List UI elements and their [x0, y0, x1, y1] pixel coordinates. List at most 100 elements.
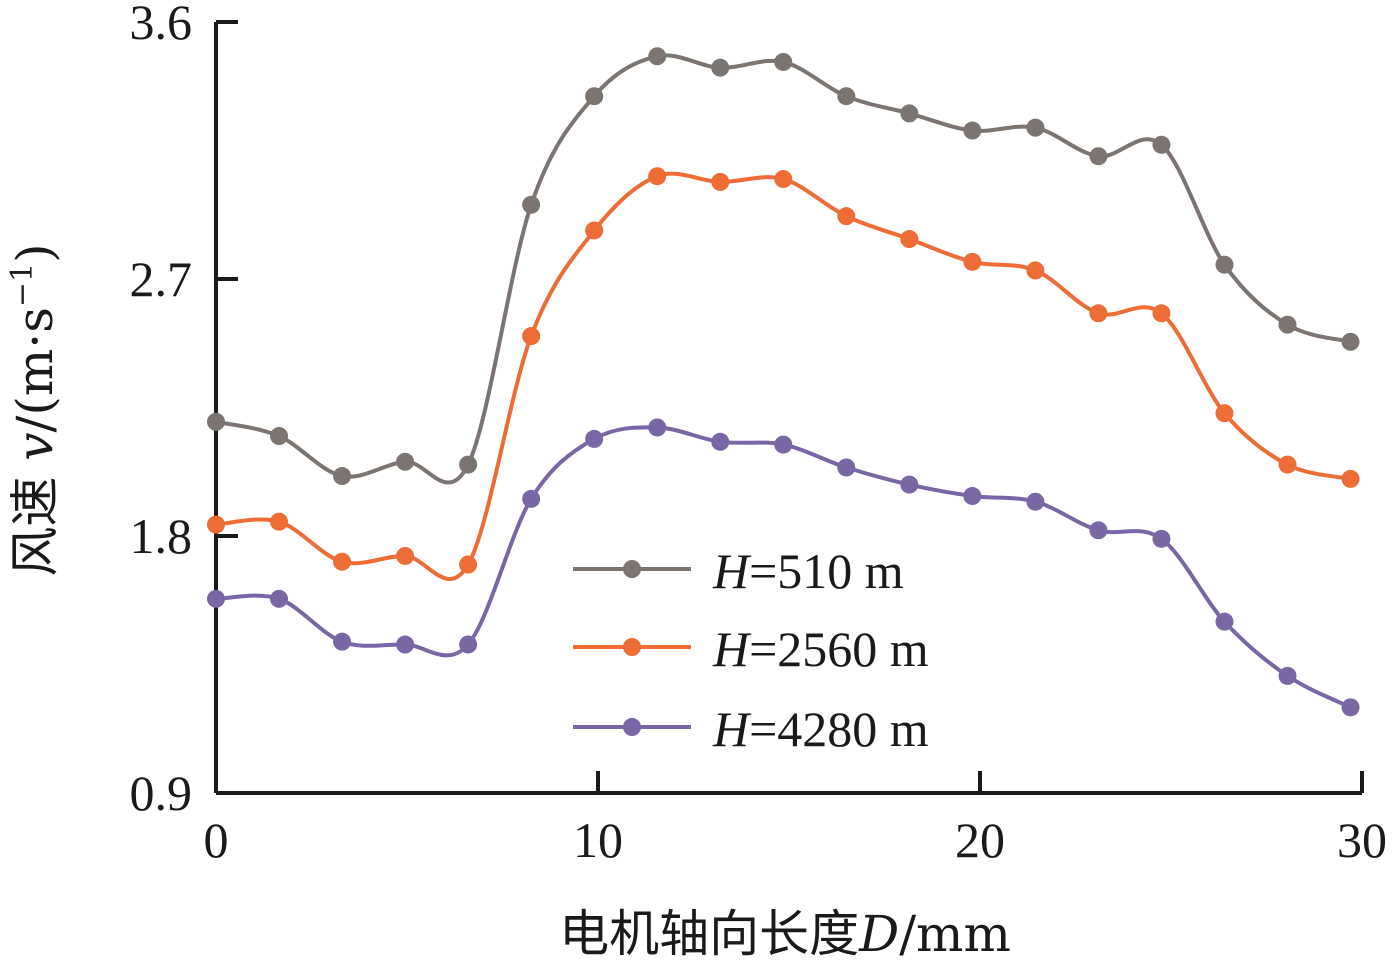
series-0-point-0: [207, 412, 225, 431]
series-1: [207, 167, 1360, 581]
legend-marker-1: [623, 638, 641, 656]
series-2-point-17: [1278, 666, 1297, 685]
series-1-point-7: [648, 167, 667, 186]
series-0-point-4: [459, 455, 478, 474]
series-0-point-14: [1089, 147, 1108, 166]
y-axis-title-var: v: [6, 432, 64, 460]
x-axis-title-var: D: [858, 905, 899, 963]
series-1-point-13: [1026, 261, 1045, 280]
legend-entry-2: H=4280 m: [573, 701, 929, 757]
series-2-point-1: [270, 589, 289, 608]
x-axis-title-unit: /mm: [899, 905, 1011, 963]
y-axis-title: 风速 v/(m·s−1): [5, 243, 64, 576]
x-axis-title: 电机轴向长度D/mm: [559, 905, 1011, 963]
y-ticks: 0.9 1.8 2.7 3.6: [130, 0, 238, 821]
series-line-0: [215, 53, 1352, 485]
legend-var-0: H: [712, 543, 752, 599]
series-2-point-6: [585, 429, 604, 448]
series-1-point-15: [1152, 304, 1171, 323]
series-1-point-11: [900, 230, 919, 249]
series-0-point-2: [333, 467, 352, 486]
series-2-point-3: [396, 635, 415, 654]
y-axis-title-unit: /(m·s: [6, 307, 64, 432]
series-1-point-12: [963, 252, 982, 271]
series-0-point-13: [1026, 118, 1045, 137]
x-axis-title-prefix: 电机轴向长度: [559, 905, 859, 963]
y-tick-label-3: 3.6: [130, 0, 193, 50]
x-ticks: 0 10 20 30: [204, 771, 1387, 868]
series-0-point-11: [900, 104, 919, 123]
series-0-point-3: [396, 452, 415, 471]
series-1-point-2: [333, 552, 352, 571]
legend-value-1: =2560 m: [749, 621, 929, 677]
series-1-point-0: [207, 515, 225, 534]
x-tick-label-1: 10: [573, 812, 623, 868]
series-2-point-13: [1026, 492, 1045, 511]
y-tick-label-0: 0.9: [130, 765, 193, 821]
series-0-point-9: [774, 52, 793, 71]
series-0-point-6: [585, 87, 604, 106]
series-2-point-14: [1089, 521, 1108, 540]
y-axis-title-prefix: 风速: [6, 461, 64, 577]
series-1-point-14: [1089, 304, 1108, 323]
series-0-point-7: [648, 47, 667, 66]
series-0-point-15: [1152, 135, 1171, 154]
legend-marker-0: [623, 560, 641, 578]
series-layer: [207, 47, 1360, 717]
series-1-point-17: [1278, 455, 1297, 474]
series-1-point-1: [270, 512, 289, 531]
y-axis-title-close: ): [6, 243, 64, 263]
legend-var-2: H: [712, 701, 752, 757]
legend-entry-1: H=2560 m: [573, 621, 929, 677]
series-0-point-8: [711, 58, 730, 77]
series-2: [207, 418, 1360, 717]
series-1-point-10: [837, 207, 856, 226]
series-1-point-3: [396, 546, 415, 565]
legend-value-0: =510 m: [749, 543, 904, 599]
series-2-point-11: [900, 475, 919, 494]
series-0-point-12: [963, 121, 982, 140]
series-2-point-12: [963, 487, 982, 506]
legend-value-2: =4280 m: [749, 701, 929, 757]
legend-label-0: H=510 m: [712, 543, 904, 599]
series-1-point-6: [585, 221, 604, 240]
series-1-point-16: [1215, 404, 1234, 423]
series-2-point-7: [648, 418, 667, 437]
series-1-point-9: [774, 170, 793, 189]
series-2-point-10: [837, 458, 856, 477]
series-0-point-1: [270, 427, 289, 446]
series-2-point-0: [207, 589, 225, 608]
legend-marker-2: [623, 718, 641, 736]
series-1-point-18: [1341, 469, 1360, 488]
legend-entry-0: H=510 m: [573, 543, 904, 599]
series-1-point-5: [522, 327, 541, 346]
legend-label-2: H=4280 m: [712, 701, 929, 757]
series-0-point-16: [1215, 255, 1234, 274]
series-1-point-8: [711, 172, 730, 191]
series-2-point-18: [1341, 698, 1360, 717]
x-tick-label-0: 0: [204, 812, 229, 868]
series-0: [207, 47, 1360, 486]
series-0-point-5: [522, 195, 541, 214]
series-0-point-17: [1278, 315, 1297, 334]
series-0-point-10: [837, 87, 856, 106]
series-2-point-4: [459, 635, 478, 654]
series-2-point-15: [1152, 529, 1171, 548]
series-line-1: [215, 171, 1351, 581]
y-axis-title-exponent: −1: [5, 263, 40, 307]
series-2-point-8: [711, 432, 730, 451]
series-2-point-9: [774, 435, 793, 454]
legend-var-1: H: [712, 621, 752, 677]
series-0-point-18: [1341, 332, 1360, 351]
legend-label-1: H=2560 m: [712, 621, 929, 677]
y-tick-label-2: 2.7: [130, 251, 193, 307]
series-2-point-16: [1215, 612, 1234, 631]
y-tick-label-1: 1.8: [130, 508, 193, 564]
x-tick-label-2: 20: [955, 812, 1005, 868]
x-tick-label-3: 30: [1337, 812, 1387, 868]
series-1-point-4: [459, 555, 478, 574]
series-2-point-5: [522, 489, 541, 508]
series-2-point-2: [333, 632, 352, 651]
legend: H=510 m H=2560 m H=4280 m: [573, 543, 929, 757]
